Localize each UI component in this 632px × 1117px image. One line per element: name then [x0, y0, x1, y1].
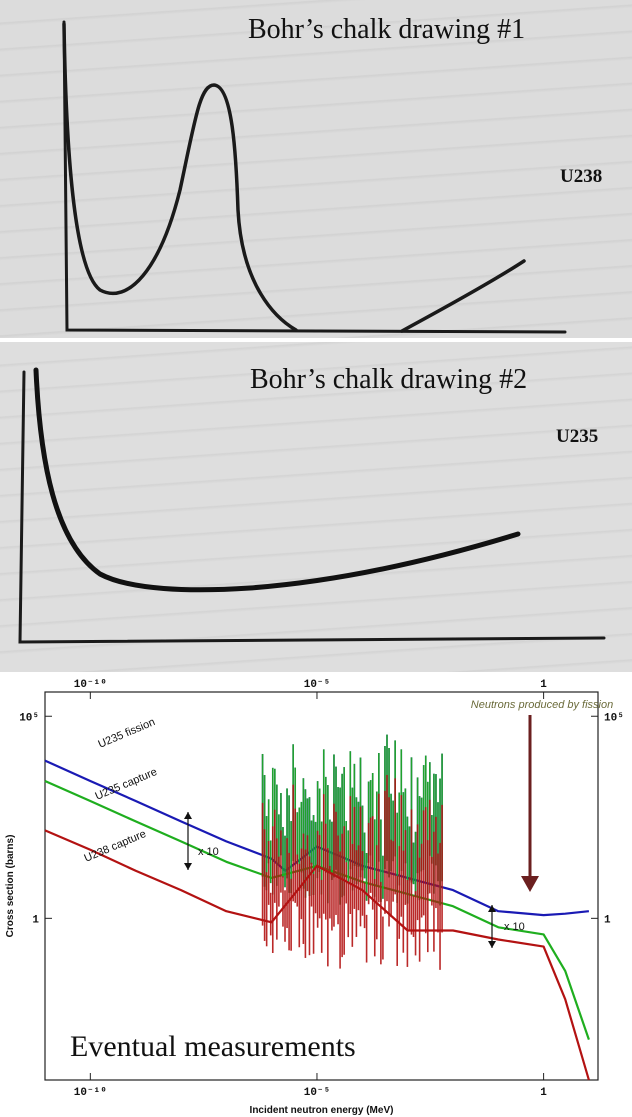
drawing2-isotope-label: U235 — [556, 426, 599, 447]
drawing2-axes — [18, 370, 606, 644]
paper-texture — [0, 0, 632, 338]
x-tick-label-top: 10⁻⁵ — [304, 679, 330, 691]
x10-label: x 10 — [504, 921, 525, 933]
chalk-drawing-1 — [62, 20, 567, 334]
x10-arrow-head-down — [184, 863, 192, 870]
chalk-drawing-2-panel: Bohr’s chalk drawing #2 U235 — [0, 342, 632, 672]
drawing2-caption: Bohr’s chalk drawing #2 — [250, 364, 528, 395]
x-axis-label: Incident neutron energy (MeV) — [250, 1105, 394, 1116]
x-tick-label-bottom: 10⁻¹⁰ — [74, 1087, 107, 1099]
chalk-drawing-1-panel: Bohr’s chalk drawing #1 U238 — [0, 0, 632, 338]
y-tick-label-left: 10⁵ — [19, 712, 39, 724]
chart-frame: Incident neutron energy (MeV) Cross secti… — [5, 691, 599, 1116]
drawing1-curve-left — [62, 22, 298, 332]
measurements-caption: Eventual measurements — [70, 1030, 356, 1063]
y-axis-label: Cross section (barns) — [5, 835, 16, 938]
y-tick-label-right: 10⁵ — [604, 712, 624, 724]
y-tick-label-left: 1 — [32, 914, 39, 926]
x-tick-label-bottom: 1 — [540, 1087, 547, 1099]
x10-arrow-head-up — [488, 905, 496, 912]
x10-label: x 10 — [198, 846, 219, 858]
drawing1-curve-right — [400, 259, 526, 333]
plot-area-border — [44, 691, 599, 1081]
series-label: U235 fission — [96, 716, 156, 751]
x-tick-label-bottom: 10⁻⁵ — [304, 1087, 330, 1099]
y-tick-label-right: 1 — [604, 914, 611, 926]
fission-annotation-text: Neutrons produced by fission — [471, 699, 613, 711]
series-label: U238 capture — [82, 828, 147, 865]
x-tick-label-top: 10⁻¹⁰ — [74, 679, 107, 691]
drawing2-curve — [33, 367, 521, 593]
chart-annotations: Neutrons produced by fission x 10 x 10 — [184, 699, 613, 948]
chart-ticks: 10⁻¹⁰ 10⁻¹⁰ 10⁻⁵ 10⁻⁵ 1 1 10⁵ 10⁵ 1 1 — [19, 679, 624, 1099]
drawing1-isotope-label: U238 — [560, 166, 603, 187]
x10-arrow-head-up — [184, 812, 192, 819]
x10-arrow-head-down — [488, 941, 496, 948]
drawing1-caption: Bohr’s chalk drawing #1 — [248, 14, 526, 45]
drawing1-axes — [62, 20, 567, 334]
chalk-drawing-2 — [18, 367, 606, 644]
fission-arrow-head — [521, 876, 539, 892]
paper-texture — [0, 342, 632, 672]
x-tick-label-top: 1 — [540, 679, 547, 691]
